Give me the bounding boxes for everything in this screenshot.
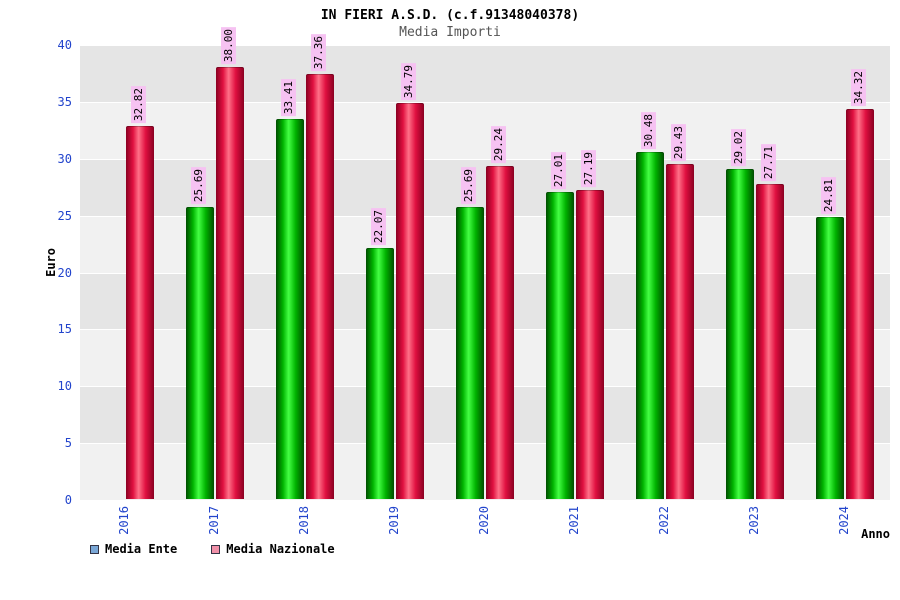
bar-media-ente-2022: [636, 152, 664, 499]
bar-media-nazionale-2019: [396, 103, 424, 499]
y-tick-label: 20: [57, 265, 72, 280]
y-tick-label: 40: [57, 38, 72, 52]
gridline: [80, 215, 890, 217]
bar-media-nazionale-2020: [486, 166, 514, 499]
bar-media-nazionale-2016: [126, 125, 154, 499]
bar-media-nazionale-2017: [216, 66, 244, 499]
legend: Media Ente Media Nazionale: [90, 542, 335, 556]
gridline: [80, 329, 890, 331]
bar-value-label: 30.48: [641, 112, 656, 150]
bar-value-label: 34.32: [851, 68, 866, 106]
gridline: [80, 158, 890, 160]
plot-band: [80, 45, 890, 102]
bar-value-label: 37.36: [311, 33, 326, 72]
plot-band: [80, 329, 890, 387]
bar-media-nazionale-2022: [666, 164, 694, 499]
gridline: [80, 45, 890, 46]
gridline: [80, 386, 890, 388]
legend-label-media-ente: Media Ente: [105, 542, 178, 556]
plot-band: [80, 158, 890, 216]
legend-item-media-ente: Media Ente: [90, 542, 177, 556]
bar-value-label: 27.01: [551, 151, 566, 189]
bar-value-label: 22.07: [371, 207, 386, 245]
bar-value-label: 38.00: [221, 26, 236, 64]
bar-value-label: 24.81: [821, 176, 836, 214]
y-tick-label: 0: [64, 493, 72, 507]
y-tick-label: 15: [57, 322, 72, 337]
x-tick-label: 2021: [567, 506, 581, 535]
y-tick-label: 5: [64, 436, 72, 451]
bar-media-ente-2021: [546, 191, 574, 499]
plot-band: [80, 386, 890, 444]
chart-subtitle: Media Importi: [399, 25, 501, 40]
bar-media-ente-2020: [456, 206, 484, 499]
x-tick-label: 2016: [117, 506, 131, 535]
bar-value-label: 29.43: [671, 124, 686, 162]
plot-band: [80, 101, 890, 159]
plot-area: 32.82 25.69 38.00 33.41 37.36 22.07 34.79 25.69…: [80, 26, 890, 500]
y-tick-label: 35: [57, 94, 72, 109]
legend-swatch-media-ente: [90, 544, 99, 554]
plot-band: [80, 215, 890, 273]
x-tick-label: 2023: [747, 506, 761, 535]
x-tick-label: 2018: [297, 506, 311, 535]
y-tick-label: 10: [57, 379, 72, 394]
chart-title: IN FIERI A.S.D. (c.f.91348040378): [320, 8, 580, 23]
y-tick-label: 25: [57, 208, 72, 223]
plot-band: [80, 443, 890, 500]
bar-value-label: 34.79: [401, 63, 416, 101]
x-tick-label: 2024: [837, 506, 851, 535]
x-axis-title: Anno: [861, 527, 890, 541]
bar-value-label: 29.02: [731, 128, 746, 166]
bar-media-nazionale-2018: [306, 74, 334, 499]
gridline: [80, 272, 890, 274]
x-tick-label: 2022: [657, 506, 671, 535]
x-tick-label: 2019: [387, 506, 401, 535]
bar-media-nazionale-2021: [576, 189, 604, 499]
gridline: [80, 443, 890, 445]
bar-value-label: 27.19: [581, 149, 596, 187]
legend-item-media-nazionale: Media Nazionale: [211, 542, 335, 556]
bar-value-label: 27.71: [761, 143, 776, 181]
x-tick-label: 2017: [207, 506, 221, 535]
legend-label-media-nazionale: Media Nazionale: [226, 542, 335, 556]
bar-media-ente-2018: [276, 118, 304, 499]
bar-value-label: 33.41: [281, 78, 296, 116]
bar-media-ente-2023: [726, 168, 754, 499]
bar-value-label: 25.69: [191, 166, 206, 204]
legend-swatch-media-nazionale: [211, 544, 221, 554]
bar-media-nazionale-2023: [756, 183, 784, 499]
bar-value-label: 32.82: [131, 85, 146, 123]
plot-band: [80, 272, 890, 330]
bar-value-label: 29.24: [491, 126, 506, 164]
bar-media-ente-2019: [366, 247, 394, 499]
bar-value-label: 25.69: [461, 166, 476, 204]
gridline: [80, 101, 890, 103]
x-tick-label: 2020: [477, 506, 491, 535]
bar-media-ente-2017: [186, 206, 214, 499]
bar-media-nazionale-2024: [846, 108, 874, 499]
y-tick-label: 30: [57, 151, 72, 166]
bar-media-ente-2024: [816, 216, 844, 499]
